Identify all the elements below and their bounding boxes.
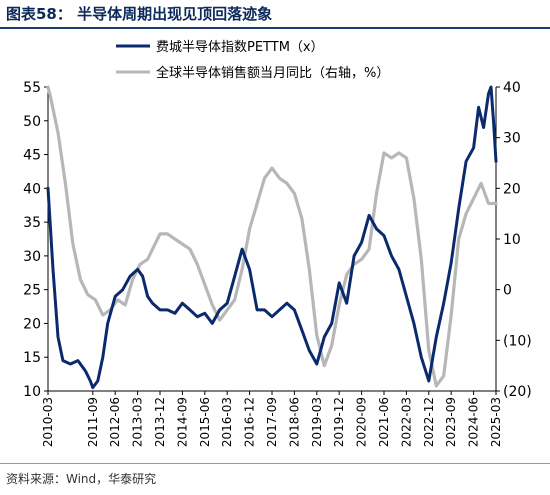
x-tick-label: 2010-03 — [41, 397, 55, 447]
x-tick-label: 2019-03 — [310, 397, 324, 447]
x-tick-label: 2025-03 — [489, 397, 503, 447]
x-tick-label: 2013-03 — [131, 397, 145, 447]
left-tick-label: 20 — [23, 316, 41, 332]
right-tick-label: (20) — [503, 384, 532, 400]
x-tick-label: 2017-09 — [265, 397, 279, 447]
x-tick-label: 2023-09 — [444, 397, 458, 447]
right-tick-label: 30 — [503, 131, 521, 147]
right-tick-label: (10) — [503, 333, 532, 349]
legend-label-sales-yoy: 全球半导体销售额当月同比（右轴，%） — [156, 65, 389, 81]
left-tick-label: 50 — [23, 114, 41, 130]
x-tick-label: 2020-09 — [355, 397, 369, 447]
x-tick-label: 2015-06 — [198, 397, 212, 447]
left-tick-label: 15 — [23, 350, 41, 366]
x-tick-label: 2012-06 — [108, 397, 122, 447]
right-tick-label: 10 — [503, 232, 521, 248]
left-tick-label: 10 — [23, 384, 41, 400]
x-tick-label: 2016-03 — [220, 397, 234, 447]
x-tick-label: 2013-12 — [153, 397, 167, 447]
right-tick-label: 20 — [503, 181, 521, 197]
left-tick-label: 25 — [23, 283, 41, 299]
left-tick-label: 35 — [23, 215, 41, 231]
right-tick-label: 0 — [503, 283, 512, 299]
left-tick-label: 55 — [23, 80, 41, 96]
left-tick-label: 30 — [23, 249, 41, 265]
x-tick-label: 2019-12 — [332, 397, 346, 447]
left-tick-label: 40 — [23, 181, 41, 197]
x-tick-label: 2011-09 — [86, 397, 100, 447]
x-tick-label: 2024-06 — [467, 397, 481, 447]
title-rule — [0, 27, 550, 29]
x-tick-label: 2018-06 — [287, 397, 301, 447]
legend-label-pe-ttm: 费城半导体指数PETTM（x） — [156, 40, 324, 55]
chart-area: 10 15 20 25 30 35 40 45 50 55 (20) (10) 0 10 20 30 40 201… — [23, 40, 532, 447]
x-tick-label: 2016-12 — [243, 397, 257, 447]
x-tick-label: 2021-06 — [377, 397, 391, 447]
series-line-pe-ttm — [46, 85, 498, 390]
bottom-rule — [0, 463, 550, 464]
left-tick-label: 45 — [23, 148, 41, 164]
source-note: 资料来源：Wind，华泰研究 — [6, 472, 157, 486]
figure-title: 图表58： 半导体周期出现见顶回落迹象 — [6, 5, 273, 23]
series-line-sales-yoy — [46, 85, 498, 388]
x-tick-label: 2022-12 — [422, 397, 436, 447]
x-tick-label: 2014-09 — [175, 397, 189, 447]
x-tick-label: 2022-03 — [399, 397, 413, 447]
right-tick-label: 40 — [503, 80, 521, 96]
